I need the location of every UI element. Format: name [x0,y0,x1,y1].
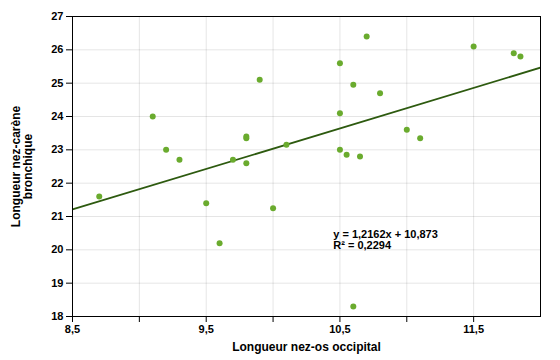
svg-text:10,5: 10,5 [329,323,350,335]
svg-text:26: 26 [51,43,63,55]
svg-text:25: 25 [51,77,63,89]
svg-text:22: 22 [51,177,63,189]
svg-text:9,5: 9,5 [199,323,214,335]
svg-text:24: 24 [51,110,64,122]
svg-text:Longueur nez-carènebronchique: Longueur nez-carènebronchique [9,106,35,228]
svg-text:20: 20 [51,243,63,255]
svg-text:Longueur nez-os occipital: Longueur nez-os occipital [232,340,381,354]
svg-text:23: 23 [51,143,63,155]
svg-text:y = 1,2162x + 10,873R² = 0,229: y = 1,2162x + 10,873R² = 0,2294 [333,228,438,251]
svg-text:21: 21 [51,210,63,222]
svg-text:11,5: 11,5 [463,323,484,335]
svg-text:8,5: 8,5 [65,323,80,335]
svg-text:18: 18 [51,310,63,322]
svg-text:19: 19 [51,277,63,289]
svg-text:27: 27 [51,10,63,22]
